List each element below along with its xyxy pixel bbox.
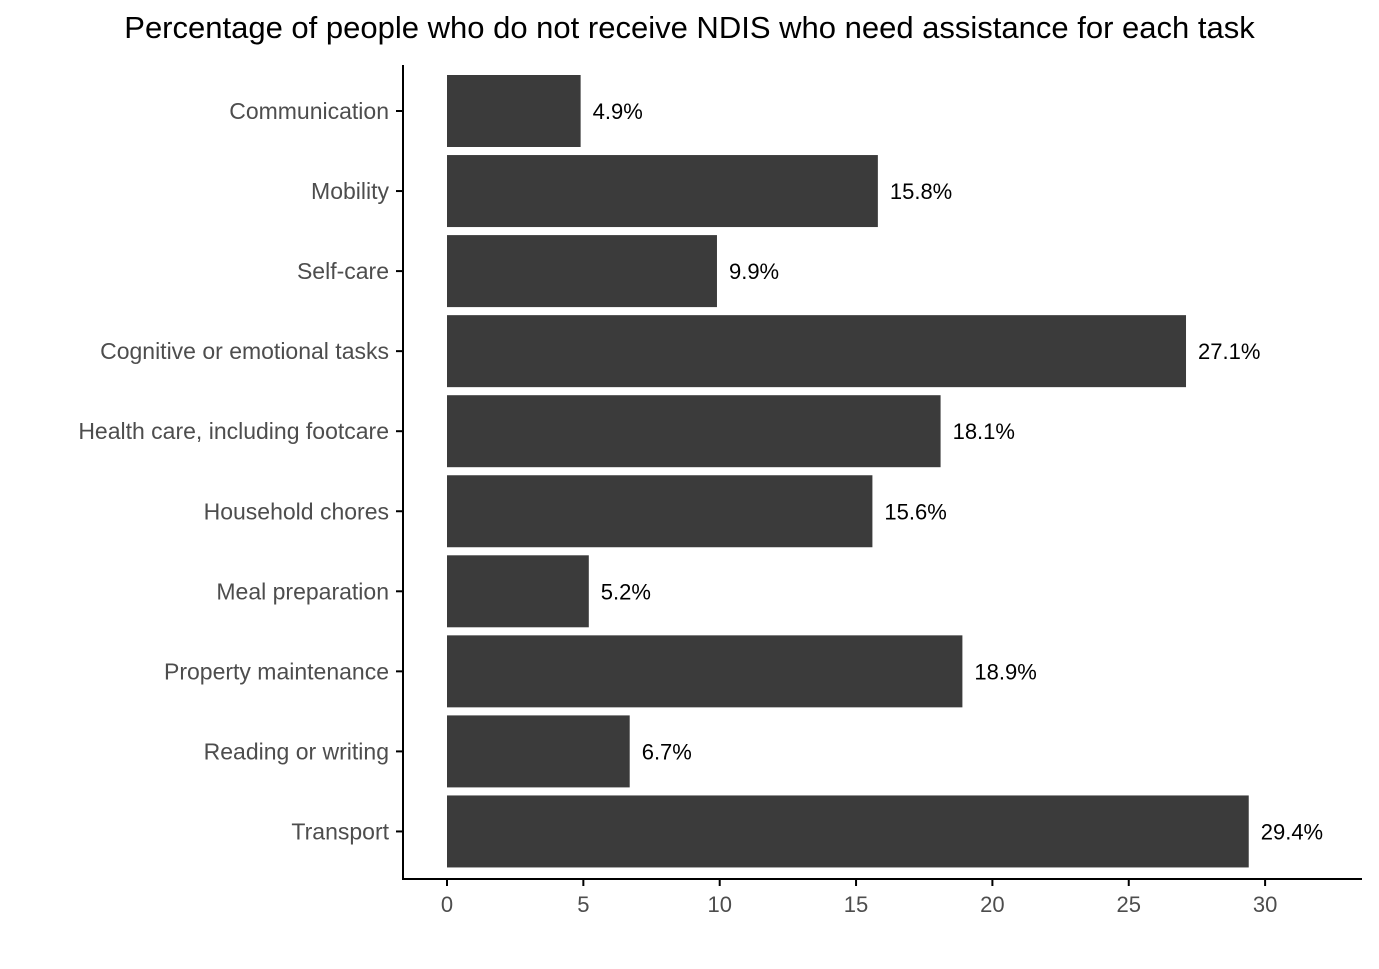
bar-9: [447, 715, 630, 788]
bar-2: [447, 155, 878, 228]
category-label-8: Property maintenance: [164, 658, 389, 684]
category-label-4: Cognitive or emotional tasks: [100, 338, 389, 364]
data-label-10: 29.4%: [1261, 819, 1323, 844]
data-label-6: 15.6%: [884, 499, 946, 524]
x-tick-label-20: 20: [980, 892, 1004, 917]
bar-4: [447, 315, 1187, 388]
data-label-2: 15.8%: [890, 179, 952, 204]
category-label-3: Self-care: [297, 258, 389, 284]
category-label-10: Transport: [291, 818, 389, 844]
data-label-5: 18.1%: [953, 419, 1015, 444]
bar-10: [447, 795, 1249, 868]
category-label-7: Meal preparation: [216, 578, 389, 604]
category-label-1: Communication: [229, 98, 389, 124]
x-tick-label-0: 0: [441, 892, 453, 917]
bar-8: [447, 635, 963, 708]
category-label-6: Household chores: [204, 498, 389, 524]
data-label-9: 6.7%: [642, 739, 692, 764]
category-label-9: Reading or writing: [204, 738, 389, 764]
data-labels-layer: 4.9% 15.8% 9.9% 27.1% 18.1% 15.6% 5.2% 18.9% 6.7…: [593, 99, 1324, 844]
data-label-4: 27.1%: [1198, 339, 1260, 364]
x-tick-label-15: 15: [844, 892, 868, 917]
data-label-3: 9.9%: [729, 259, 779, 284]
category-label-5: Health care, including footcare: [78, 418, 389, 444]
bar-6: [447, 475, 873, 548]
bar-5: [447, 395, 941, 468]
bar-3: [447, 235, 717, 308]
chart-title: Percentage of people who do not receive …: [124, 10, 1255, 45]
x-tick-label-30: 30: [1253, 892, 1277, 917]
data-label-8: 18.9%: [974, 659, 1036, 684]
data-label-7: 5.2%: [601, 579, 651, 604]
x-tick-label-10: 10: [707, 892, 731, 917]
bars-layer: [447, 75, 1249, 868]
x-tick-label-5: 5: [577, 892, 589, 917]
x-tick-label-25: 25: [1117, 892, 1141, 917]
bar-7: [447, 555, 589, 628]
data-label-1: 4.9%: [593, 99, 643, 124]
bar-1: [447, 75, 581, 147]
axes-layer: Communication Mobility Self-care Cognitive …: [78, 65, 1362, 917]
category-label-2: Mobility: [311, 178, 389, 204]
